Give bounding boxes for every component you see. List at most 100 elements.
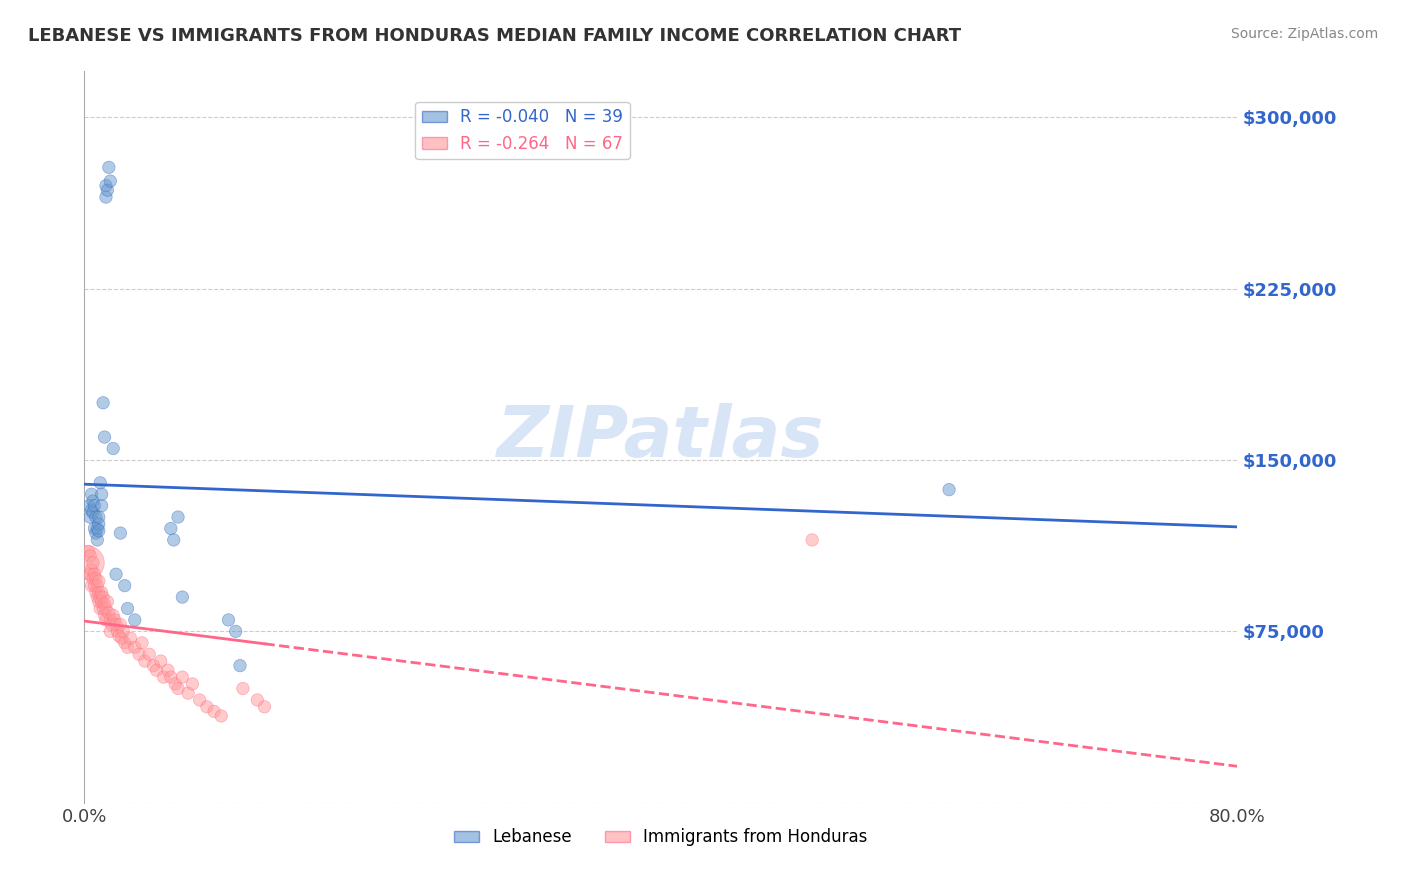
Point [76,556,98,570]
Point [195,699,218,714]
Point [165,677,187,691]
Point [218,613,240,627]
Point [112,624,135,639]
Point [108,629,131,643]
Point [80,579,103,593]
Point [163,533,186,547]
Point [104,613,127,627]
Point [167,510,190,524]
Point [79,510,101,524]
Point [138,647,160,661]
Point [82,572,104,586]
Point [98,624,121,639]
Point [801,533,824,547]
Point [188,693,211,707]
Point [209,709,232,723]
Point [100,617,122,632]
Point [156,663,179,677]
Text: Source: ZipAtlas.com: Source: ZipAtlas.com [1230,27,1378,41]
Point [79,549,101,563]
Point [77,544,100,558]
Point [94,190,117,204]
Point [145,663,167,677]
Point [93,430,115,444]
Point [225,624,247,639]
Point [87,510,110,524]
Point [117,640,139,655]
Point [87,524,110,538]
Text: ZIPatlas: ZIPatlas [498,402,824,472]
Legend: Lebanese, Immigrants from Honduras: Lebanese, Immigrants from Honduras [447,822,875,853]
Point [253,699,276,714]
Point [89,601,111,615]
Point [84,572,107,586]
Point [120,632,142,646]
Point [134,654,156,668]
Point [232,681,254,696]
Point [167,681,190,696]
Point [86,521,108,535]
Text: LEBANESE VS IMMIGRANTS FROM HONDURAS MEDIAN FAMILY INCOME CORRELATION CHART: LEBANESE VS IMMIGRANTS FROM HONDURAS MED… [28,27,962,45]
Point [128,647,150,661]
Point [93,597,115,611]
Point [177,686,200,700]
Point [110,617,132,632]
Point [87,585,110,599]
Point [142,658,165,673]
Point [89,475,111,490]
Point [97,606,120,620]
Point [94,178,117,193]
Point [172,590,194,604]
Point [98,613,121,627]
Point [938,483,960,497]
Point [229,658,252,673]
Point [82,494,104,508]
Point [90,585,112,599]
Point [91,590,114,604]
Point [83,567,105,582]
Point [87,516,110,531]
Point [84,526,107,541]
Point [124,613,146,627]
Point [91,396,114,410]
Point [124,640,146,655]
Point [152,670,174,684]
Point [82,556,104,570]
Point [86,579,108,593]
Point [149,654,172,668]
Point [131,636,153,650]
Point [103,608,124,623]
Point [89,590,111,604]
Point [110,526,132,541]
Point [97,161,120,175]
Point [105,567,128,582]
Point [98,174,121,188]
Point [96,594,118,608]
Point [82,506,104,520]
Point [84,510,107,524]
Point [90,594,112,608]
Point [87,574,110,588]
Point [202,705,225,719]
Point [86,590,108,604]
Point [80,503,103,517]
Point [246,693,269,707]
Point [90,499,112,513]
Point [94,613,117,627]
Point [105,617,128,632]
Point [83,499,105,513]
Point [84,585,107,599]
Point [80,563,103,577]
Point [117,601,139,615]
Point [181,677,204,691]
Point [83,579,105,593]
Point [107,624,129,639]
Point [86,533,108,547]
Point [114,636,136,650]
Point [160,521,183,535]
Point [172,670,194,684]
Point [80,487,103,501]
Point [111,632,134,646]
Point [96,183,118,197]
Point [91,601,114,615]
